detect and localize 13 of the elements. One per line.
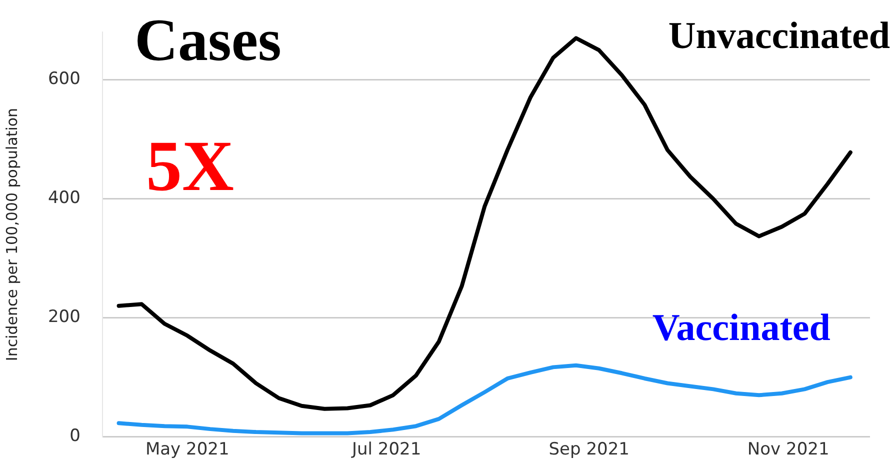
x-tick-label: Nov 2021 [747, 439, 830, 460]
series-label: Unvaccinated [668, 15, 890, 57]
x-tick-label: May 2021 [145, 439, 230, 460]
annotation: 5X [146, 126, 234, 206]
y-tick-label: 200 [48, 307, 80, 328]
chart-title: Cases [134, 7, 282, 73]
y-axis-title: Incidence per 100,000 population [2, 108, 21, 362]
y-tick-label: 400 [48, 188, 80, 208]
series-label: Vaccinated [652, 307, 830, 349]
x-tick-label: Jul 2021 [351, 439, 422, 460]
y-tick-label: 600 [48, 69, 80, 90]
x-tick-label: Sep 2021 [548, 439, 630, 460]
y-tick-label: 0 [70, 426, 80, 446]
